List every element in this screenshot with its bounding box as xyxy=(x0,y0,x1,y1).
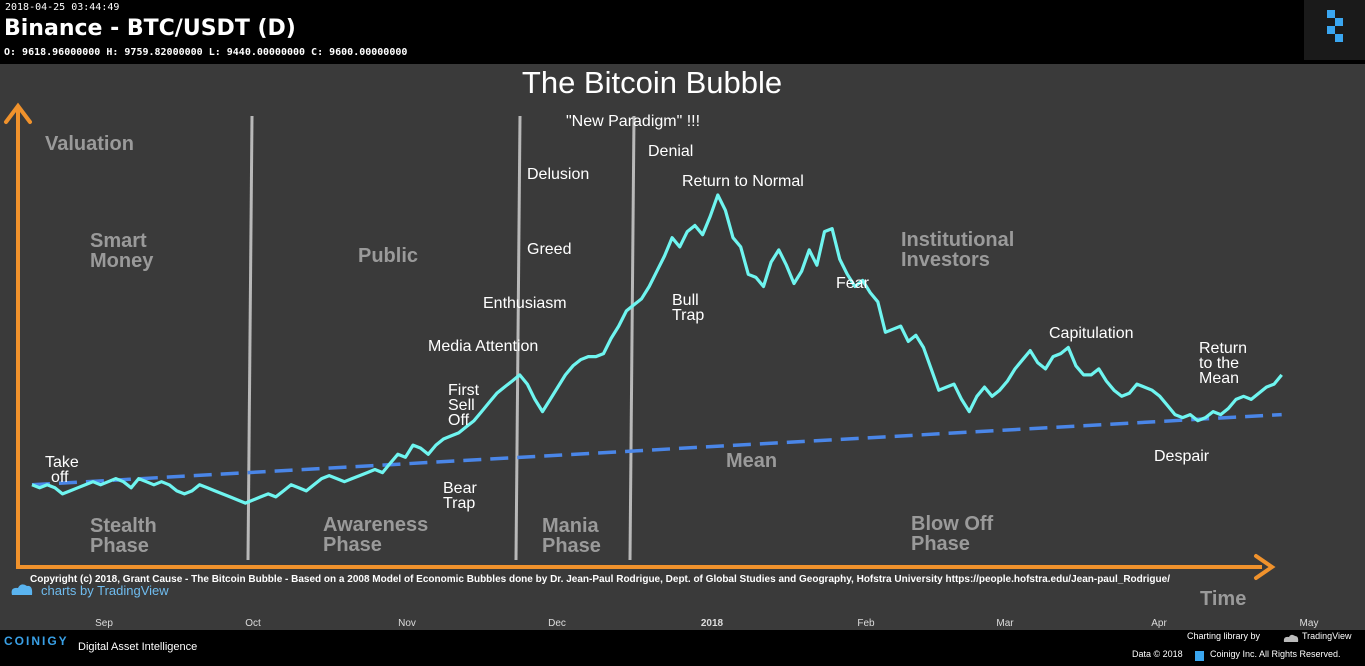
annotation-capitulation: Capitulation xyxy=(1049,325,1134,342)
annotation-bear-trap: Bear Trap xyxy=(443,480,477,512)
coinigy-logo-icon xyxy=(1327,10,1343,42)
coinigy-small-icon xyxy=(1195,648,1204,666)
symbol-title: Binance - BTC/USDT (D) xyxy=(4,16,296,41)
rights-notice: Coinigy Inc. All Rights Reserved. xyxy=(1210,649,1341,659)
annotation-new-paradigm: "New Paradigm" !!! xyxy=(566,113,700,130)
annotation-greed: Greed xyxy=(527,241,571,258)
annotation-return-to-mean: Return to the Mean xyxy=(1199,340,1247,387)
coinigy-brand[interactable]: COINIGY xyxy=(4,634,69,648)
chart-pane[interactable]: The Bitcoin Bubble Valuation Time Smart Mone… xyxy=(0,64,1365,630)
x-axis-label: Time xyxy=(1200,588,1246,610)
annotation-first-sell-off: First Sell Off xyxy=(448,382,480,429)
investor-label-public: Public xyxy=(358,245,418,267)
header-bar: 2018-04-25 03:44:49 Binance - BTC/USDT (… xyxy=(0,0,1365,64)
annotation-denial: Denial xyxy=(648,143,693,160)
x-tick-label: 2018 xyxy=(701,618,724,629)
annotation-bull-trap: Bull Trap xyxy=(672,292,704,324)
chart-svg: The Bitcoin Bubble Valuation Time Smart Mone… xyxy=(4,65,1283,610)
chart-title: The Bitcoin Bubble xyxy=(522,65,782,100)
charting-library-label: Charting library by xyxy=(1187,631,1261,641)
tradingview-watermark: charts by TradingView xyxy=(41,583,169,598)
annotation-enthusiasm: Enthusiasm xyxy=(483,295,567,312)
tradingview-label[interactable]: TradingView xyxy=(1302,631,1352,641)
y-axis-arrow-icon xyxy=(4,102,32,124)
price-series-line xyxy=(31,193,1283,505)
x-tick-label: Nov xyxy=(398,618,416,629)
x-axis-arrow-icon xyxy=(1254,554,1276,580)
x-tick-label: Feb xyxy=(857,618,875,629)
annotation-media-attention: Media Attention xyxy=(428,338,538,355)
annotation-fear: Fear xyxy=(836,275,870,292)
phase-divider-1 xyxy=(246,115,254,561)
timestamp: 2018-04-25 03:44:49 xyxy=(5,2,120,13)
phase-divider-2 xyxy=(514,115,522,561)
phase-label-mania: Mania Phase xyxy=(542,515,601,557)
phase-label-awareness: Awareness Phase xyxy=(323,514,428,556)
data-notice: Data © 2018 xyxy=(1132,649,1183,659)
x-tick-label: Oct xyxy=(245,618,261,629)
mean-label: Mean xyxy=(726,450,777,472)
time-axis: Sep Oct Nov Dec 2018 Feb Mar Apr May xyxy=(0,608,1365,630)
investor-label-smart-money: Smart Money xyxy=(90,230,154,272)
x-tick-label: Sep xyxy=(95,618,113,629)
ohlc-readout: O: 9618.96000000 H: 9759.82000000 L: 944… xyxy=(4,47,408,58)
mean-trend-line xyxy=(31,412,1282,487)
investor-label-institutional: Institutional Investors xyxy=(901,229,1014,271)
annotation-take-off: Take off xyxy=(45,454,79,486)
x-tick-label: Dec xyxy=(548,618,566,629)
phase-divider-3 xyxy=(628,115,636,561)
x-tick-label: Apr xyxy=(1151,618,1167,629)
tradingview-cloud-icon xyxy=(11,584,33,595)
coinigy-logo[interactable] xyxy=(1304,0,1365,60)
brand-tagline: Digital Asset Intelligence xyxy=(78,641,198,653)
tradingview-icon[interactable] xyxy=(1282,631,1300,649)
annotation-return-to-normal: Return to Normal xyxy=(682,173,804,190)
x-tick-label: May xyxy=(1300,618,1319,629)
copyright-notice: Copyright (c) 2018, Grant Cause - The Bi… xyxy=(30,574,1170,585)
annotation-delusion: Delusion xyxy=(527,166,589,183)
y-axis-label: Valuation xyxy=(45,133,134,155)
x-tick-label: Mar xyxy=(996,618,1014,629)
phase-label-stealth: Stealth Phase xyxy=(90,515,157,557)
phase-label-blow-off: Blow Off Phase xyxy=(911,513,994,555)
footer-bar: COINIGY Digital Asset Intelligence Chart… xyxy=(0,630,1365,664)
annotation-despair: Despair xyxy=(1154,448,1210,465)
